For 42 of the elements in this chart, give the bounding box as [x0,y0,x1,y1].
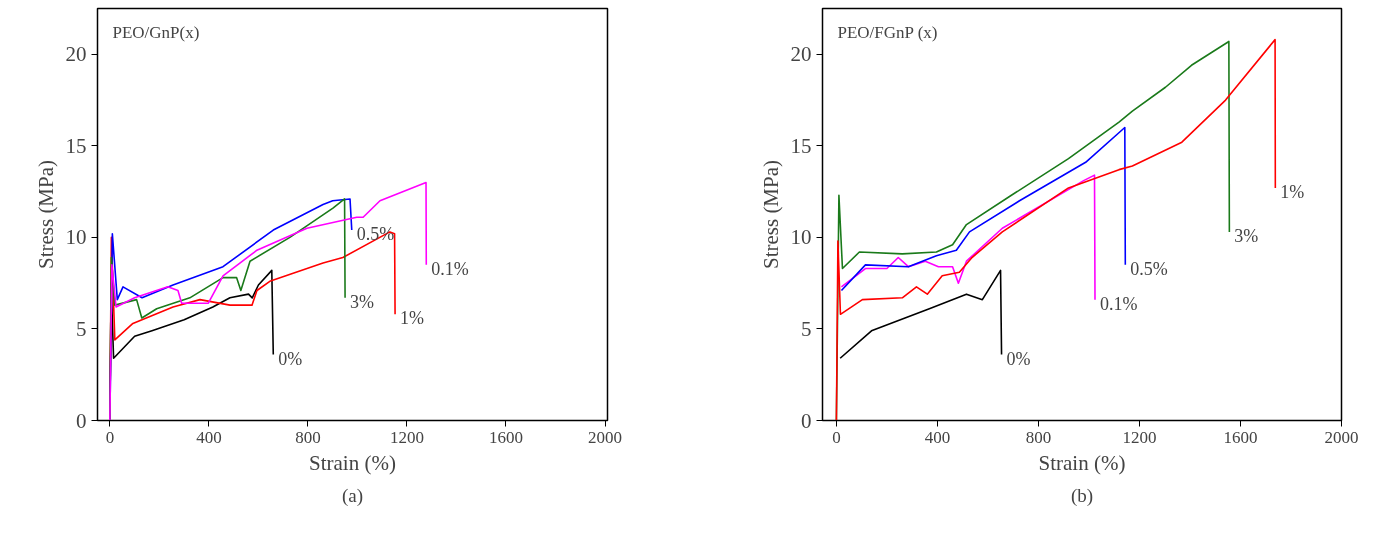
text: (b) [1070,484,1094,507]
x-tick-label: 0 [832,427,841,447]
x-tick-label: 1600 [1223,427,1258,447]
x-tick-label: 1200 [389,427,424,447]
series-label: 0.1% [431,258,469,279]
x-axis-title: Strain (%) [309,450,396,475]
x-tick-label: 400 [924,427,951,447]
y-tick-label: 5 [801,316,812,341]
x-tick-label: 800 [295,427,321,447]
series-label: 0% [1006,348,1031,369]
y-tick-label: 10 [790,225,812,250]
series-label: 1% [400,308,425,329]
series-label: 3% [350,291,375,312]
x-tick-label: 800 [1025,427,1052,447]
series-label: 0.5% [1130,258,1168,279]
text: PEO/FGnP (x) [837,22,938,42]
series-label: 1% [1280,181,1305,202]
x-tick-label: 2000 [1324,427,1359,447]
series-label: 0.1% [1100,293,1138,314]
y-tick-label: 15 [65,133,87,158]
y-axis-title: Stress (MPa) [758,159,783,270]
text: PEO/GnP(x) [112,22,200,42]
y-tick-label: 20 [790,42,812,67]
y-tick-label: 20 [65,42,87,67]
x-axis-title: Strain (%) [1038,450,1126,475]
y-tick-label: 15 [790,133,812,158]
line-series [839,269,1003,360]
series-label: 0.5% [356,224,395,245]
series-label: 0% [278,348,303,369]
y-axis-title: Stress (MPa) [33,159,58,270]
text: (a) [341,484,364,507]
line-series [109,181,428,421]
y-tick-label: 10 [65,225,87,250]
x-tick-label: 0 [105,427,115,447]
y-tick-label: 5 [76,316,87,341]
x-tick-label: 1200 [1122,427,1157,447]
line-series [840,174,1096,301]
x-tick-label: 400 [196,427,222,447]
series-label: 3% [1234,225,1259,246]
x-tick-label: 1600 [489,427,523,447]
x-tick-label: 2000 [588,427,623,447]
line-series [840,126,1127,292]
